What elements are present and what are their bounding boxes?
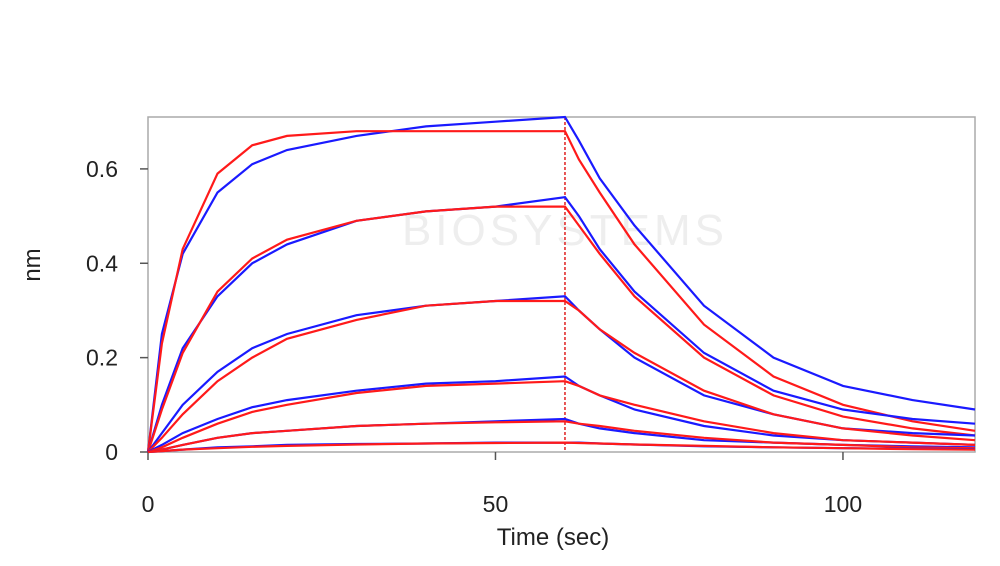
series-line <box>146 115 976 453</box>
series-line <box>146 196 976 453</box>
series-line <box>147 380 976 454</box>
watermark: BIOSYSTEMS <box>402 206 728 255</box>
x-tick-label: 0 <box>142 491 155 517</box>
y-tick-label: 0 <box>105 439 118 465</box>
series-line <box>147 441 976 454</box>
plot-frame <box>147 116 976 453</box>
series-line <box>147 375 976 453</box>
series-line <box>147 299 976 453</box>
y-tick-label: 0.2 <box>86 345 118 371</box>
y-tick-label: 0.6 <box>86 156 118 182</box>
x-tick-label: 50 <box>483 491 509 517</box>
series-line <box>147 420 976 454</box>
x-axis-label: Time (sec) <box>497 524 609 551</box>
x-tick-label: 100 <box>824 491 862 517</box>
y-axis-label: nm <box>19 248 46 281</box>
series-line <box>146 130 976 453</box>
series-line <box>146 205 976 453</box>
y-tick-label: 0.4 <box>86 250 118 276</box>
